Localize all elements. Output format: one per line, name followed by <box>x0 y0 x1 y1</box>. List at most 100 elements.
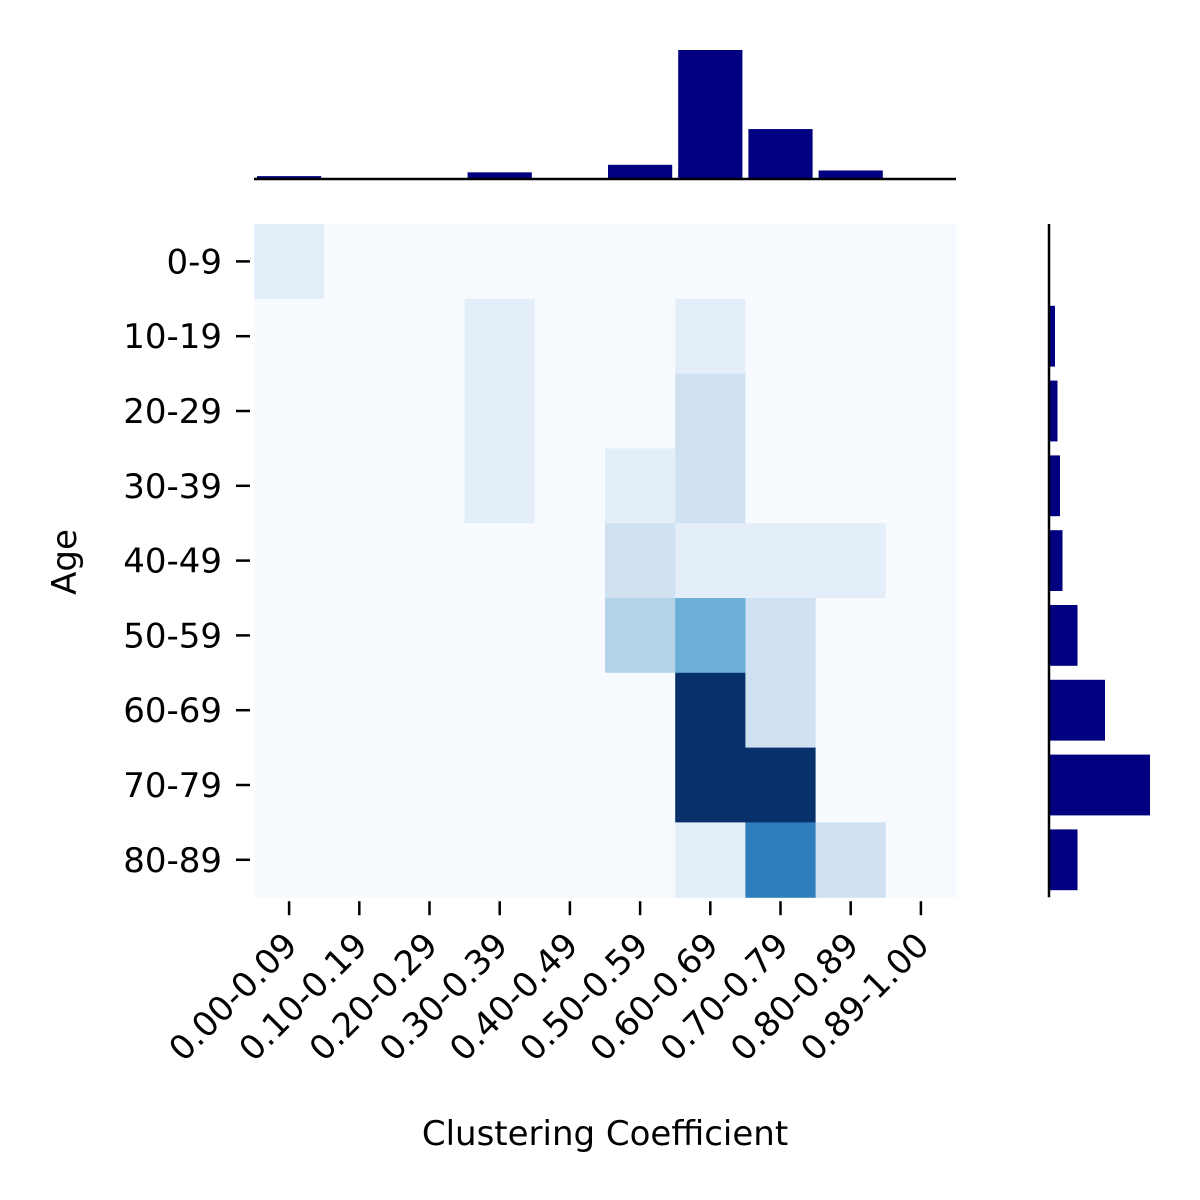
top-marginal-bar-3 <box>467 172 532 178</box>
heatmap-cell-4-4 <box>534 523 606 599</box>
heatmap-cell-7-9 <box>885 747 957 823</box>
heatmap-cell-7-8 <box>815 747 887 823</box>
heatmap-cell-5-4 <box>534 598 606 674</box>
y-tick-label-7: 70-79 <box>123 766 222 806</box>
heatmap-cell-3-9 <box>885 448 957 524</box>
heatmap-cell-0-5 <box>605 224 676 300</box>
heatmap-cell-7-5 <box>605 747 676 823</box>
heatmap-cell-6-6 <box>675 672 746 749</box>
heatmap-cell-6-8 <box>815 672 887 749</box>
heatmap-cell-5-6 <box>675 598 746 674</box>
y-axis-title: Age <box>45 529 85 595</box>
y-tick-label-0: 0-9 <box>166 242 222 282</box>
heatmap-cell-8-6 <box>675 822 746 898</box>
heatmap-cell-4-8 <box>815 523 887 599</box>
heatmap-cell-0-0 <box>254 224 325 300</box>
heatmap-cell-2-2 <box>394 373 466 449</box>
heatmap-cell-3-8 <box>815 448 887 524</box>
heatmap-cell-4-1 <box>324 523 395 599</box>
heatmap-cell-3-6 <box>675 448 746 524</box>
heatmap-cell-8-7 <box>745 822 817 898</box>
heatmap-cell-8-9 <box>885 822 957 898</box>
heatmap-cell-5-3 <box>464 598 536 674</box>
heatmap-cell-0-8 <box>815 224 887 300</box>
heatmap-cell-1-2 <box>394 298 466 375</box>
top-marginal-bar-8 <box>818 170 883 178</box>
heatmap-cell-1-7 <box>745 298 817 375</box>
heatmap-cell-1-5 <box>605 298 676 375</box>
heatmap-cell-4-3 <box>464 523 536 599</box>
heatmap-cell-7-2 <box>394 747 466 823</box>
heatmap-cell-5-5 <box>605 598 676 674</box>
heatmap-cell-4-9 <box>885 523 957 599</box>
heatmap-cell-2-5 <box>605 373 676 449</box>
right-marginal-bar-8 <box>1050 829 1078 891</box>
heatmap-cell-2-4 <box>534 373 606 449</box>
heatmap-cell-6-7 <box>745 672 817 749</box>
heatmap-cell-0-2 <box>394 224 466 300</box>
heatmap-cell-7-7 <box>745 747 817 823</box>
heatmap-cell-0-6 <box>675 224 746 300</box>
top-marginal-bar-6 <box>678 50 743 178</box>
top-marginal-bar-5 <box>608 164 673 178</box>
heatmap-cell-8-4 <box>534 822 606 898</box>
heatmap-cell-6-9 <box>885 672 957 749</box>
heatmap-cell-8-1 <box>324 822 395 898</box>
top-marginal-bar-7 <box>748 129 813 178</box>
heatmap-cell-7-4 <box>534 747 606 823</box>
heatmap-cell-0-4 <box>534 224 606 300</box>
right-marginal-bar-5 <box>1050 605 1078 666</box>
x-axis-ticks: 0.00-0.090.10-0.190.20-0.290.30-0.390.40… <box>161 901 937 1069</box>
heatmap-cell-3-4 <box>534 448 606 524</box>
y-tick-label-4: 40-49 <box>123 542 222 582</box>
heatmap-cell-3-3 <box>464 448 536 524</box>
heatmap-cell-2-0 <box>254 373 325 449</box>
heatmap-cell-2-6 <box>675 373 746 449</box>
y-tick-label-5: 50-59 <box>123 616 222 656</box>
heatmap-cell-1-8 <box>815 298 887 375</box>
heatmap-cell-3-2 <box>394 448 466 524</box>
heatmap-cell-8-2 <box>394 822 466 898</box>
heatmap-cell-5-1 <box>324 598 395 674</box>
heatmap-cell-5-7 <box>745 598 817 674</box>
heatmap-cell-6-2 <box>394 672 466 749</box>
heatmap-cell-1-6 <box>675 298 746 375</box>
right-marginal-bar-2 <box>1050 380 1058 442</box>
y-tick-label-6: 60-69 <box>123 691 222 731</box>
heatmap-cell-2-9 <box>885 373 957 449</box>
heatmap-cell-6-5 <box>605 672 676 749</box>
y-tick-label-3: 30-39 <box>123 467 222 507</box>
heatmap-cell-6-4 <box>534 672 606 749</box>
heatmap <box>254 224 957 898</box>
heatmap-cell-1-9 <box>885 298 957 375</box>
heatmap-cell-7-3 <box>464 747 536 823</box>
heatmap-cell-2-3 <box>464 373 536 449</box>
heatmap-cell-3-1 <box>324 448 395 524</box>
heatmap-cell-2-8 <box>815 373 887 449</box>
heatmap-cell-1-4 <box>534 298 606 375</box>
heatmap-cell-7-6 <box>675 747 746 823</box>
heatmap-cell-5-2 <box>394 598 466 674</box>
x-axis-title: Clustering Coefficient <box>422 1114 788 1154</box>
top-marginal-bar-0 <box>257 176 322 178</box>
heatmap-cell-0-3 <box>464 224 536 300</box>
heatmap-cell-4-0 <box>254 523 325 599</box>
y-tick-label-1: 10-19 <box>123 317 222 357</box>
right-marginal-bar-3 <box>1050 455 1060 517</box>
heatmap-cell-6-0 <box>254 672 325 749</box>
heatmap-cell-4-6 <box>675 523 746 599</box>
heatmap-cell-4-5 <box>605 523 676 599</box>
top-marginal-histogram <box>254 50 956 181</box>
heatmap-cell-6-1 <box>324 672 395 749</box>
right-marginal-bar-6 <box>1050 679 1105 741</box>
heatmap-cell-0-1 <box>324 224 395 300</box>
heatmap-cell-8-0 <box>254 822 325 898</box>
heatmap-cell-0-9 <box>885 224 957 300</box>
heatmap-cell-3-7 <box>745 448 817 524</box>
heatmap-cell-6-3 <box>464 672 536 749</box>
heatmap-cell-5-8 <box>815 598 887 674</box>
heatmap-cell-3-5 <box>605 448 676 524</box>
right-marginal-bar-4 <box>1050 530 1063 591</box>
heatmap-cell-8-3 <box>464 822 536 898</box>
